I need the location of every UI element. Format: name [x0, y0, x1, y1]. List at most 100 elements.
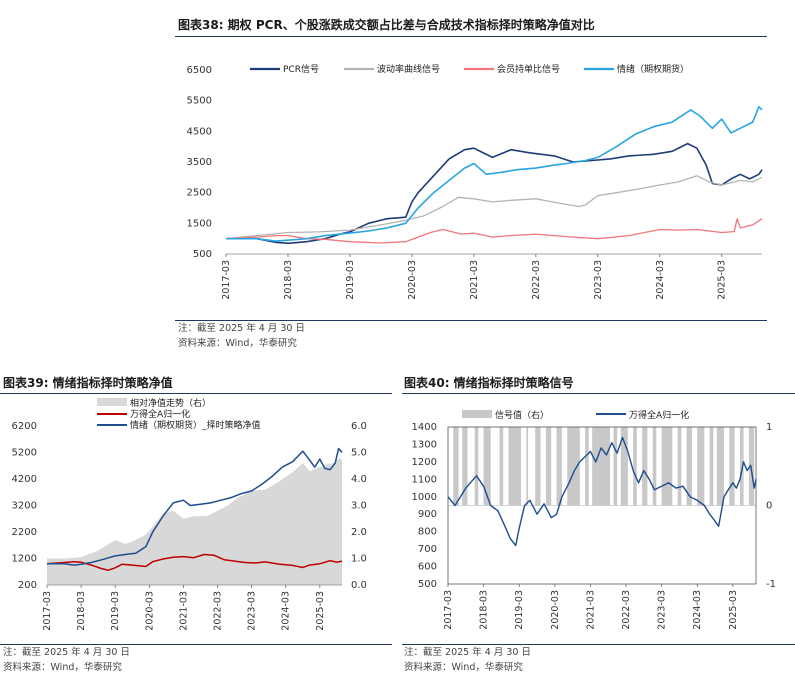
right-signal-bar-long: [661, 427, 673, 506]
top-x-tick-label: 2025-03: [717, 260, 728, 300]
top-x-tick-label: 2022-03: [531, 260, 542, 300]
left-legend-label-strategy: 情绪（期权期货）_择时策略净值: [130, 419, 261, 431]
right-series-wind-a: [447, 436, 757, 547]
top-x-tick-label: 2021-03: [469, 260, 480, 300]
right-signal-bar-long: [483, 427, 491, 506]
left-legend-swatch-area: [97, 398, 127, 406]
top-legend-label-pcr: PCR信号: [283, 63, 319, 75]
right-y2-tick-label: 0: [766, 501, 772, 512]
right-signal-bar-long: [545, 427, 552, 506]
right-x-tick-label: 2022-03: [621, 590, 632, 630]
top-x-tick-label: 2017-03: [221, 260, 232, 300]
right-signal-bar-long: [620, 427, 628, 506]
top-source: 资料来源：Wind，华泰研究: [178, 338, 297, 349]
right-x-tick-label: 2019-03: [514, 590, 525, 630]
left-series-strategy: [47, 447, 343, 566]
right-y-tick-label: 600: [418, 562, 437, 573]
top-chart-title: 图表38: 期权 PCR、个股涨跌成交额占比差与合成技术指标择时策略净值对比: [178, 18, 595, 32]
left-x-tick-label: 2022-03: [213, 591, 224, 631]
top-y-tick-label: 5500: [187, 96, 212, 107]
right-signal-bar-long: [526, 427, 529, 506]
left-x-tick-label: 2021-03: [178, 591, 189, 631]
right-signal-bar-long: [686, 427, 692, 506]
left-y-tick-label: 1200: [12, 554, 37, 565]
top-series-member: [225, 218, 763, 244]
right-x-tick-label: 2024-03: [692, 590, 703, 630]
right-y-tick-label: 1400: [412, 422, 437, 433]
right-signal-bar-long: [535, 427, 541, 506]
left-y2-tick-label: 1.0: [351, 554, 367, 565]
left-y2-tick-label: 3.0: [351, 501, 367, 512]
top-y-tick-label: 3500: [187, 157, 212, 168]
left-x-tick-label: 2017-03: [42, 591, 53, 631]
right-signal-bar-long: [613, 427, 618, 506]
right-y-tick-label: 900: [418, 509, 437, 520]
left-y-tick-label: 3200: [12, 501, 37, 512]
left-chart-title: 图表39: 情绪指标择时策略净值: [3, 376, 173, 390]
right-y-tick-label: 1000: [412, 492, 437, 503]
right-x-tick-label: 2021-03: [585, 590, 596, 630]
left-bottom-rule: [0, 644, 392, 645]
top-series-pcr: [226, 142, 763, 245]
right-x-tick-label: 2025-03: [728, 590, 739, 630]
right-signal-bar-long: [740, 427, 744, 506]
top-bottom-rule: [175, 320, 767, 321]
top-title-rule: [175, 36, 767, 37]
left-note: 注：截至 2025 年 4 月 30 日: [3, 647, 130, 658]
right-signal-bar-long: [462, 427, 468, 506]
left-y-tick-label: 200: [18, 580, 37, 591]
left-x-tick-label: 2025-03: [315, 591, 326, 631]
right-x-tick-label: 2017-03: [443, 590, 454, 630]
right-note: 注：截至 2025 年 4 月 30 日: [404, 647, 531, 658]
top-series-sentiment: [226, 106, 763, 242]
right-chart-title: 图表40: 情绪指标择时策略信号: [404, 376, 574, 390]
right-y-tick-label: 800: [418, 527, 437, 538]
right-signal-bar-long: [709, 427, 714, 506]
right-y-tick-label: 1300: [412, 439, 437, 450]
right-source: 资料来源：Wind，华泰研究: [404, 662, 523, 673]
left-y-tick-label: 6200: [12, 421, 37, 432]
right-legend-label-signal: 信号值（右）: [495, 409, 549, 421]
top-x-tick-label: 2020-03: [407, 260, 418, 300]
left-legend-label-area: 相对净值走势（右）: [130, 397, 211, 409]
right-signal-bar-long: [633, 427, 637, 506]
right-signal-bar-long: [729, 427, 735, 506]
right-signal-bar-long: [499, 427, 504, 506]
top-y-tick-label: 1500: [187, 218, 212, 229]
left-x-tick-label: 2018-03: [76, 591, 87, 631]
top-x-tick-label: 2023-03: [593, 260, 604, 300]
left-legend-label-wind: 万得全A归一化: [130, 408, 190, 420]
right-signal-bar-long: [508, 427, 521, 506]
right-y2-tick-label: -1: [766, 579, 776, 590]
left-x-tick-label: 2024-03: [281, 591, 292, 631]
top-x-tick-label: 2018-03: [283, 260, 294, 300]
left-y-tick-label: 4200: [12, 474, 37, 485]
right-x-tick-label: 2018-03: [479, 590, 490, 630]
right-legend-swatch-signal: [462, 410, 492, 418]
right-x-tick-label: 2020-03: [550, 590, 561, 630]
left-y2-tick-label: 5.0: [351, 448, 367, 459]
right-plot-frame: [447, 426, 757, 585]
right-bottom-rule: [402, 644, 795, 645]
top-y-tick-label: 500: [193, 249, 212, 260]
right-y-tick-label: 500: [418, 579, 437, 590]
top-legend-label-sentiment: 情绪（期权期货）: [617, 63, 689, 75]
right-y2-tick-label: 1: [766, 422, 772, 433]
left-x-tick-label: 2023-03: [247, 591, 258, 631]
right-signal-bar-long: [474, 427, 479, 506]
right-signal-bar-long: [567, 427, 580, 506]
right-signal-bar-long: [642, 427, 648, 506]
left-y-tick-label: 2200: [12, 527, 37, 538]
right-y-tick-label: 1100: [412, 474, 437, 485]
left-relative-nav-area: [47, 457, 342, 585]
left-y-tick-label: 5200: [12, 448, 37, 459]
top-y-tick-label: 6500: [187, 65, 212, 76]
top-series-vol: [225, 175, 763, 240]
right-signal-bar-long: [652, 427, 657, 506]
top-x-tick-label: 2019-03: [345, 260, 356, 300]
right-y-tick-label: 700: [418, 544, 437, 555]
right-title-rule: [402, 393, 795, 394]
top-legend-label-vol: 波动率曲线信号: [377, 63, 440, 75]
right-signal-bar-long: [697, 427, 705, 506]
